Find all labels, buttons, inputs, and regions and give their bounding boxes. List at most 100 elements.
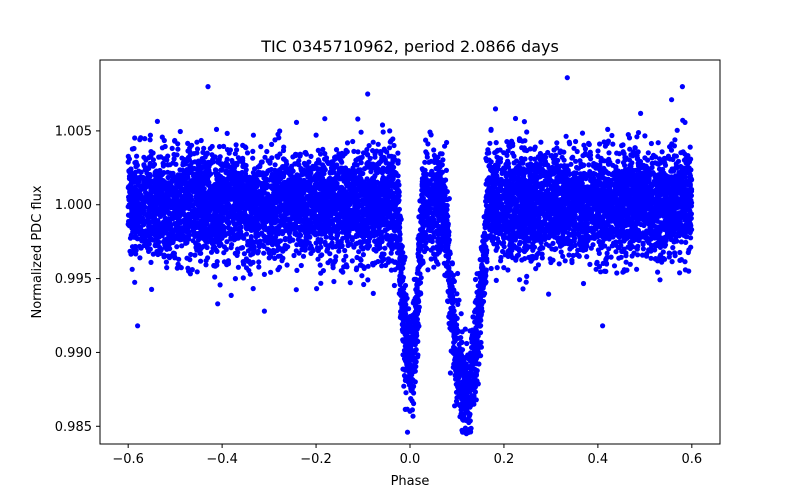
data-point [171, 156, 177, 162]
data-point [165, 169, 171, 175]
data-points [125, 75, 695, 437]
data-point [212, 274, 218, 280]
data-point [610, 141, 616, 147]
data-point [517, 277, 523, 283]
data-point [524, 273, 530, 279]
data-point [443, 167, 449, 173]
data-point [670, 245, 676, 251]
data-point [342, 247, 348, 254]
data-point [148, 149, 154, 155]
data-point [458, 311, 464, 317]
data-point [272, 255, 278, 261]
data-point [376, 246, 382, 252]
data-point [604, 250, 610, 256]
data-point [169, 145, 175, 151]
data-point [474, 271, 480, 277]
data-point [293, 287, 299, 293]
data-point [638, 110, 644, 116]
data-point [492, 106, 499, 112]
data-point [269, 155, 275, 161]
data-point [361, 281, 367, 288]
data-point [488, 159, 494, 165]
data-point [323, 234, 329, 240]
data-point [597, 141, 603, 147]
data-point [391, 142, 397, 149]
data-point [320, 146, 326, 152]
data-point [132, 135, 138, 141]
data-point [282, 235, 288, 242]
data-point [648, 255, 654, 261]
data-point [187, 271, 193, 277]
data-point [511, 153, 517, 159]
data-point [678, 239, 685, 245]
data-point [669, 259, 675, 265]
data-point [294, 242, 300, 248]
data-point [347, 280, 353, 286]
data-point [147, 132, 153, 138]
data-point [250, 155, 256, 161]
data-point [293, 119, 300, 125]
data-point [309, 245, 315, 251]
data-point [655, 140, 661, 146]
data-point [387, 128, 393, 134]
data-point [294, 267, 300, 273]
data-point [602, 143, 609, 149]
data-point [360, 150, 367, 156]
data-point [608, 254, 614, 260]
data-point [134, 153, 140, 159]
data-point [613, 249, 619, 255]
data-point [488, 265, 494, 272]
data-point [554, 140, 560, 146]
data-point [614, 270, 620, 276]
data-point [194, 269, 200, 275]
data-point [317, 151, 324, 157]
data-point [397, 231, 403, 237]
data-point [395, 150, 401, 156]
data-point [162, 143, 168, 150]
data-point [639, 252, 646, 258]
data-point [132, 279, 138, 285]
data-point [318, 280, 324, 286]
data-point [221, 143, 227, 149]
data-point [662, 218, 668, 224]
data-point [341, 264, 347, 270]
data-point [672, 137, 678, 143]
data-point [677, 270, 683, 276]
data-point [634, 134, 640, 140]
data-point [505, 148, 511, 154]
data-point [477, 330, 484, 336]
data-point [148, 153, 154, 159]
data-point [351, 148, 357, 154]
data-point [349, 258, 355, 264]
data-point [566, 139, 572, 145]
data-point [150, 157, 156, 163]
data-point [421, 248, 428, 255]
data-point [129, 244, 136, 250]
data-point [355, 116, 361, 122]
data-point [240, 275, 246, 281]
data-point [165, 174, 171, 181]
data-point [493, 247, 499, 253]
data-point [501, 265, 507, 271]
data-point [283, 158, 289, 164]
data-point [571, 145, 577, 151]
data-point [137, 137, 143, 143]
data-point [633, 245, 640, 251]
data-point [623, 253, 629, 259]
data-point [505, 164, 512, 170]
data-point [232, 276, 238, 282]
data-point [366, 239, 372, 245]
data-point [404, 429, 411, 435]
data-point [528, 155, 534, 162]
data-point [154, 118, 160, 124]
data-point [573, 138, 579, 145]
data-point [257, 164, 263, 170]
data-point [143, 157, 149, 163]
data-point [250, 286, 256, 292]
data-point [625, 132, 631, 138]
data-point [185, 265, 191, 271]
data-point [640, 246, 647, 252]
data-point [300, 253, 307, 259]
data-point [221, 244, 227, 250]
